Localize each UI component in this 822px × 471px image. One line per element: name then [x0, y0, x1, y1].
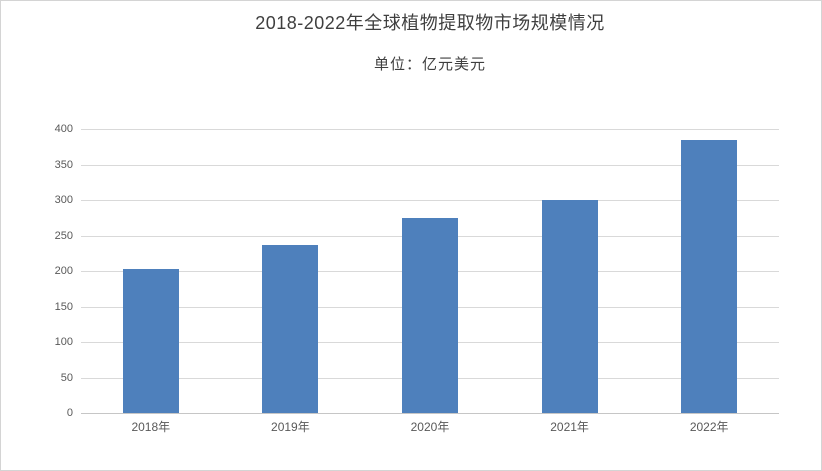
- bar-2020年: [402, 217, 458, 413]
- bar-2021年: [541, 200, 598, 413]
- y-tick-label-300: 300: [54, 194, 73, 206]
- gridline-400: [81, 129, 779, 130]
- plot-area: 0 50 100 150 200 250 300 350 400 2018年 2019年 2020年 2…: [55, 123, 779, 434]
- y-tick-label-250: 250: [54, 229, 73, 242]
- y-tick-label-150: 150: [54, 300, 73, 313]
- x-tick-label-2020年: 2020年: [410, 420, 450, 434]
- x-tick-label-2019年: 2019年: [271, 420, 310, 434]
- gridline-350: [81, 164, 779, 166]
- y-tick-label-200: 200: [54, 265, 73, 277]
- x-tick-label-2021年: 2021年: [550, 420, 589, 434]
- x-tick-label-2018年: 2018年: [131, 420, 171, 434]
- y-tick-label-0: 0: [66, 407, 73, 419]
- y-tick-label-400: 400: [54, 123, 73, 135]
- y-tick-label-350: 350: [54, 158, 73, 171]
- chart-title: 2018-2022年全球植物提取物市场规模情况: [255, 13, 605, 33]
- bar-2022年: [681, 139, 738, 413]
- chart-subtitle: 单位：亿元美元: [373, 56, 486, 73]
- bar-2019年: [262, 244, 319, 413]
- bar-2018年: [122, 268, 179, 413]
- y-tick-label-50: 50: [60, 371, 73, 384]
- x-axis-line: [81, 413, 779, 414]
- y-tick-label-100: 100: [54, 336, 73, 348]
- gridline-300: [81, 200, 779, 201]
- x-tick-label-2022年: 2022年: [689, 420, 729, 434]
